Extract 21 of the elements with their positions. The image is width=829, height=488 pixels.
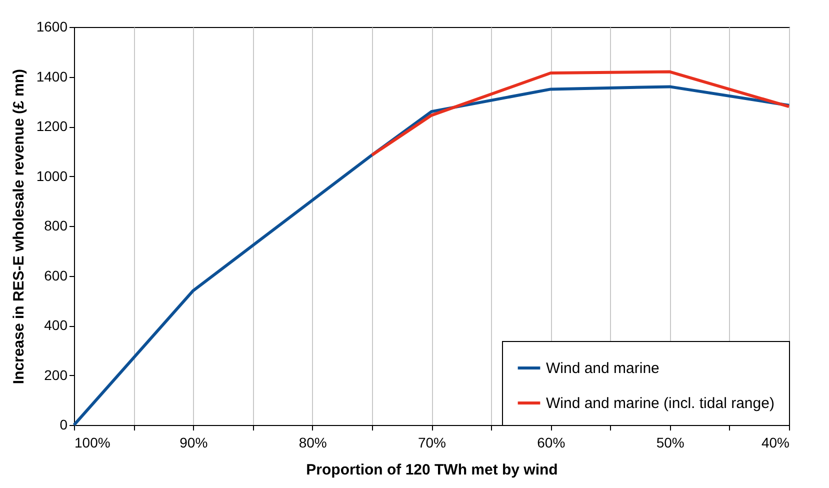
x-tick-label: 100% <box>74 434 110 450</box>
x-axis-title: Proportion of 120 TWh met by wind <box>306 462 558 478</box>
y-tick-label: 400 <box>44 317 68 333</box>
y-axis-title: Increase in RES-E wholesale revenue (£ mn) <box>10 68 28 384</box>
line-series <box>370 70 790 157</box>
x-tick-label: 60% <box>537 434 566 450</box>
x-tick-label: 80% <box>298 434 327 450</box>
y-tick-label: 200 <box>44 366 68 383</box>
y-tick-label: 1600 <box>36 18 68 34</box>
y-tick-label: 1400 <box>36 68 68 84</box>
y-tick-label: 600 <box>44 267 68 284</box>
legend-label: Wind and marine (incl. tidal range) <box>546 395 774 412</box>
x-tick-label: 90% <box>180 434 208 450</box>
y-tick-label: 1200 <box>36 118 68 134</box>
y-tick-label: 0 <box>60 416 68 432</box>
x-tick-label: 50% <box>656 434 684 450</box>
y-tick-label: 800 <box>44 218 68 234</box>
x-tick-label: 70% <box>418 434 446 450</box>
y-tick-label: 1000 <box>36 168 68 184</box>
x-tick-label: 40% <box>761 434 790 450</box>
legend-label: Wind and marine <box>546 360 660 377</box>
